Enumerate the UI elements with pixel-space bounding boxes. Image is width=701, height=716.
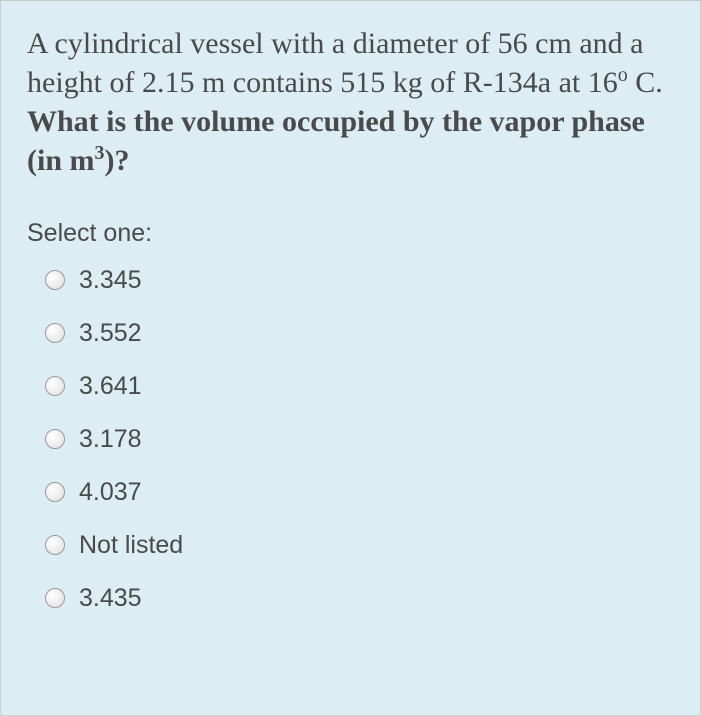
question-box: A cylindrical vessel with a diameter of …: [1, 1, 700, 715]
radio-button[interactable]: [45, 323, 65, 343]
option-label[interactable]: 4.037: [79, 478, 142, 507]
radio-button[interactable]: [45, 376, 65, 396]
select-one-label: Select one:: [27, 219, 674, 248]
question-part1: A cylindrical vessel with a diameter of …: [27, 27, 643, 99]
question-text: A cylindrical vessel with a diameter of …: [27, 25, 674, 181]
option-row: 3.552: [45, 319, 674, 348]
question-sup2: 3: [95, 142, 105, 164]
quiz-container: A cylindrical vessel with a diameter of …: [0, 0, 701, 716]
radio-button[interactable]: [45, 535, 65, 555]
options-list: 3.345 3.552 3.641 3.178 4.037 Not listed: [27, 266, 674, 613]
option-label[interactable]: 3.435: [79, 584, 142, 613]
option-label[interactable]: 3.178: [79, 425, 142, 454]
option-label[interactable]: 3.641: [79, 372, 142, 401]
radio-button[interactable]: [45, 588, 65, 608]
option-row: 3.178: [45, 425, 674, 454]
option-row: 3.435: [45, 584, 674, 613]
option-row: Not listed: [45, 531, 674, 560]
radio-button[interactable]: [45, 429, 65, 449]
radio-button[interactable]: [45, 270, 65, 290]
question-sup1: o: [618, 64, 628, 86]
question-part2: C.: [628, 66, 663, 99]
option-label[interactable]: 3.552: [79, 319, 142, 348]
question-bold2: )?: [105, 144, 130, 177]
option-row: 4.037: [45, 478, 674, 507]
option-row: 3.641: [45, 372, 674, 401]
option-row: 3.345: [45, 266, 674, 295]
radio-button[interactable]: [45, 482, 65, 502]
option-label[interactable]: 3.345: [79, 266, 142, 295]
option-label[interactable]: Not listed: [79, 531, 183, 560]
